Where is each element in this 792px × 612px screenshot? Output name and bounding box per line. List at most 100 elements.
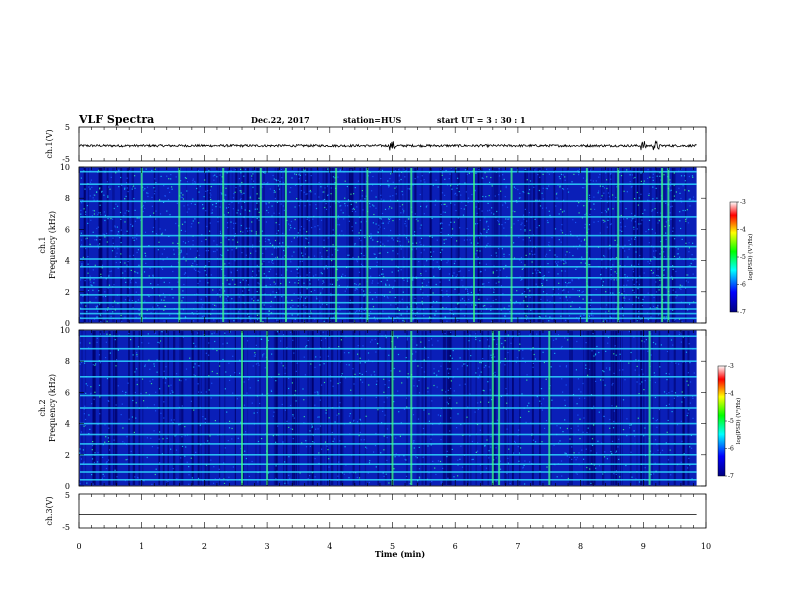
spectrogram-cell [136, 355, 138, 358]
spectrogram-cell [399, 205, 401, 207]
spectrogram-cell [566, 168, 568, 322]
spectrogram-cell [97, 244, 99, 246]
spectrogram-cell [605, 211, 608, 213]
spectrogram-cell [441, 249, 443, 251]
spectrogram-cell [518, 197, 520, 199]
spectrogram-cell [342, 273, 344, 275]
spectrogram-cell [259, 402, 261, 405]
spectrogram-cell [654, 307, 656, 309]
spectrogram-cell [578, 238, 580, 240]
spectrogram-cell [224, 194, 226, 196]
spectrogram-cell [407, 188, 409, 190]
spectrogram-cell [635, 278, 637, 280]
spectrogram-cell [673, 172, 675, 174]
spectrogram-cell [93, 199, 95, 201]
spectrogram-cell [106, 461, 108, 463]
spectrogram-cell [325, 412, 327, 414]
spectrogram-cell [94, 452, 96, 454]
spectrogram-cell [124, 262, 126, 264]
spectrogram-cell [654, 208, 656, 210]
spectrogram-cell [440, 259, 442, 261]
spectrogram-cell [312, 218, 314, 220]
spectrogram-cell [239, 185, 241, 187]
spectrogram-cell [564, 419, 566, 421]
spectrogram-cell [446, 290, 448, 292]
spectrogram-cell [319, 306, 321, 308]
spectrogram-cell [390, 199, 392, 201]
spectrogram-cell [152, 275, 154, 277]
spectrogram-cell [204, 168, 207, 322]
spectrogram-band [80, 347, 697, 350]
spectrogram-cell [382, 243, 384, 245]
spectrogram-cell [450, 380, 452, 382]
spectrogram-cell [357, 256, 360, 258]
spectrogram-cell [626, 275, 628, 278]
spectrogram-cell [381, 169, 383, 171]
spectrogram-cell [226, 342, 228, 344]
spectrogram-cell [602, 320, 604, 322]
spectrogram-cell [187, 241, 190, 243]
spectrogram-cell [235, 186, 237, 189]
spectrogram-cell [659, 452, 661, 454]
spectrogram-cell [205, 274, 207, 276]
spectrogram-cell [258, 197, 260, 199]
spectrogram-cell [161, 232, 164, 234]
spectrogram-cell [317, 168, 319, 322]
spectrogram-cell [262, 354, 264, 356]
spectrogram-cell [253, 296, 255, 298]
spectrogram-cell [459, 227, 461, 229]
spectrogram-cell [453, 262, 456, 265]
spectrogram-cell [449, 368, 451, 370]
spectrogram-cell [95, 297, 97, 299]
spectrogram-cell [496, 419, 499, 421]
spectrogram-cell [509, 311, 511, 313]
spectrogram-cell [580, 391, 582, 393]
spectrogram-cell [657, 304, 659, 307]
spectrogram-cell [525, 254, 527, 256]
spectrogram-cell [533, 186, 535, 188]
spectrogram-cell [352, 368, 354, 370]
spectrogram-cell [386, 296, 388, 298]
y-axis-label: Frequency (kHz) [48, 211, 57, 279]
spectrogram-cell [342, 212, 344, 214]
spectrogram-cell [488, 457, 490, 459]
spectrogram-cell [131, 168, 134, 322]
spectrogram-band [80, 335, 697, 337]
spectrogram-cell [500, 309, 502, 311]
spectrogram-cell [347, 199, 350, 201]
spectrogram-cell [371, 339, 373, 341]
spectrogram-cell [108, 186, 110, 188]
spectrogram-cell [612, 292, 614, 294]
spectrogram-cell [582, 177, 585, 179]
spectrogram-cell [595, 288, 597, 290]
spectrogram-cell [585, 342, 587, 344]
spectrogram-cell [306, 296, 308, 298]
spectrogram-cell [565, 254, 567, 256]
spectrogram-cell [80, 209, 82, 211]
spectrogram-cell [498, 223, 500, 225]
spectrogram-cell [193, 342, 195, 344]
spectrogram-cell [609, 292, 612, 294]
spectrogram-cell [432, 292, 434, 294]
spectrogram-cell [290, 306, 292, 308]
spectrogram-cell [538, 271, 540, 273]
spectrogram-cell [399, 234, 401, 236]
spectrogram-cell [311, 426, 313, 429]
spectrogram-cell [144, 364, 146, 366]
spectrogram-cell [141, 378, 144, 380]
spectrogram-cell [611, 405, 613, 407]
spectrogram-cell [255, 363, 257, 365]
spectrogram-cell [392, 220, 394, 222]
spectrogram-cell [99, 204, 101, 206]
spectrogram-cell [622, 314, 624, 316]
spectrogram-cell [195, 345, 197, 347]
spectrogram-cell [524, 229, 526, 231]
spectrogram-cell [469, 393, 471, 395]
spectrogram-cell [566, 283, 568, 285]
spectrogram-cell [244, 209, 246, 211]
spectrogram-cell [309, 204, 311, 206]
spectrogram-cell [477, 408, 479, 410]
spectrogram-band [80, 479, 697, 481]
spectrogram-cell [484, 444, 486, 447]
spectrogram-cell [265, 275, 268, 277]
